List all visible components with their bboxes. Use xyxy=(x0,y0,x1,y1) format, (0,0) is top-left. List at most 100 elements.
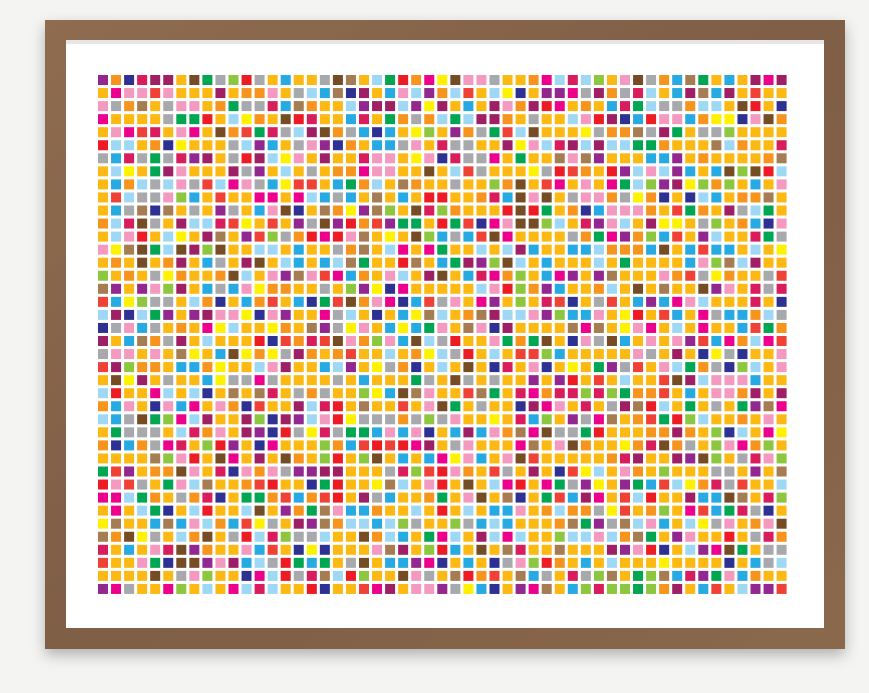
tile xyxy=(711,570,722,581)
tile xyxy=(567,140,578,151)
tile xyxy=(215,153,226,164)
tile xyxy=(554,479,565,490)
tile xyxy=(685,257,696,268)
tile xyxy=(202,101,213,112)
tile xyxy=(293,336,304,346)
tile xyxy=(580,88,591,99)
tile xyxy=(776,231,787,242)
tile xyxy=(111,166,122,177)
tile xyxy=(332,283,343,294)
tile xyxy=(593,127,604,138)
tile xyxy=(215,440,226,451)
tile xyxy=(567,218,578,229)
tile xyxy=(659,531,670,542)
tile xyxy=(711,153,722,164)
tile xyxy=(241,205,252,216)
tile xyxy=(385,88,396,99)
tile xyxy=(228,309,239,320)
tile xyxy=(215,205,226,216)
tile xyxy=(554,205,565,216)
tile xyxy=(306,127,317,138)
tile xyxy=(319,153,330,164)
tile xyxy=(437,75,448,85)
tile xyxy=(293,231,304,242)
tile xyxy=(437,127,448,138)
tile xyxy=(606,283,617,294)
tile xyxy=(580,231,591,242)
tile xyxy=(411,192,422,203)
tile xyxy=(215,466,226,477)
tile xyxy=(254,427,265,438)
tile xyxy=(411,101,422,112)
tile xyxy=(332,518,343,529)
tile xyxy=(620,427,630,438)
tile xyxy=(228,505,239,516)
tile xyxy=(137,127,148,138)
tile xyxy=(515,153,526,164)
tile xyxy=(372,557,383,568)
tile xyxy=(620,309,630,320)
tile xyxy=(646,205,657,216)
tile xyxy=(737,453,748,464)
tile xyxy=(254,166,265,177)
tile xyxy=(502,505,513,516)
tile xyxy=(111,283,122,294)
tile xyxy=(124,570,135,581)
tile xyxy=(711,322,722,333)
tile xyxy=(515,570,526,581)
tile xyxy=(620,101,630,112)
tile xyxy=(620,544,630,555)
tile xyxy=(150,349,161,360)
tile xyxy=(241,101,252,112)
tile xyxy=(150,505,161,516)
tile xyxy=(580,479,591,490)
tile xyxy=(606,557,617,568)
tile xyxy=(554,453,565,464)
tile xyxy=(98,362,108,373)
tile xyxy=(215,101,226,112)
tile xyxy=(659,349,670,360)
tile xyxy=(776,153,787,164)
tile xyxy=(215,309,226,320)
tile xyxy=(163,114,174,125)
tile xyxy=(293,583,304,594)
tile xyxy=(698,127,709,138)
tile xyxy=(763,153,774,164)
tile xyxy=(450,336,461,346)
tile xyxy=(359,75,369,85)
tile xyxy=(293,127,304,138)
tile xyxy=(528,283,539,294)
tile xyxy=(189,127,200,138)
tile xyxy=(463,283,474,294)
tile xyxy=(345,557,356,568)
tile xyxy=(150,101,161,112)
tile xyxy=(202,309,213,320)
tile xyxy=(189,283,200,294)
tile xyxy=(163,127,174,138)
tile xyxy=(319,127,330,138)
tile xyxy=(620,231,630,242)
tile xyxy=(189,114,200,125)
tile xyxy=(137,153,148,164)
tile xyxy=(620,257,630,268)
tile xyxy=(724,388,735,399)
tile xyxy=(698,192,709,203)
tile xyxy=(476,518,487,529)
tile xyxy=(385,192,396,203)
tile xyxy=(685,75,696,85)
tile xyxy=(202,192,213,203)
tile xyxy=(124,231,135,242)
tile xyxy=(450,231,461,242)
tile xyxy=(189,453,200,464)
tile xyxy=(606,205,617,216)
tile xyxy=(215,257,226,268)
tile xyxy=(698,518,709,529)
tile xyxy=(372,127,383,138)
tile xyxy=(776,75,787,85)
tile xyxy=(98,505,108,516)
tile xyxy=(137,179,148,190)
tile xyxy=(528,479,539,490)
tile xyxy=(528,388,539,399)
tile xyxy=(150,531,161,542)
tile xyxy=(646,166,657,177)
